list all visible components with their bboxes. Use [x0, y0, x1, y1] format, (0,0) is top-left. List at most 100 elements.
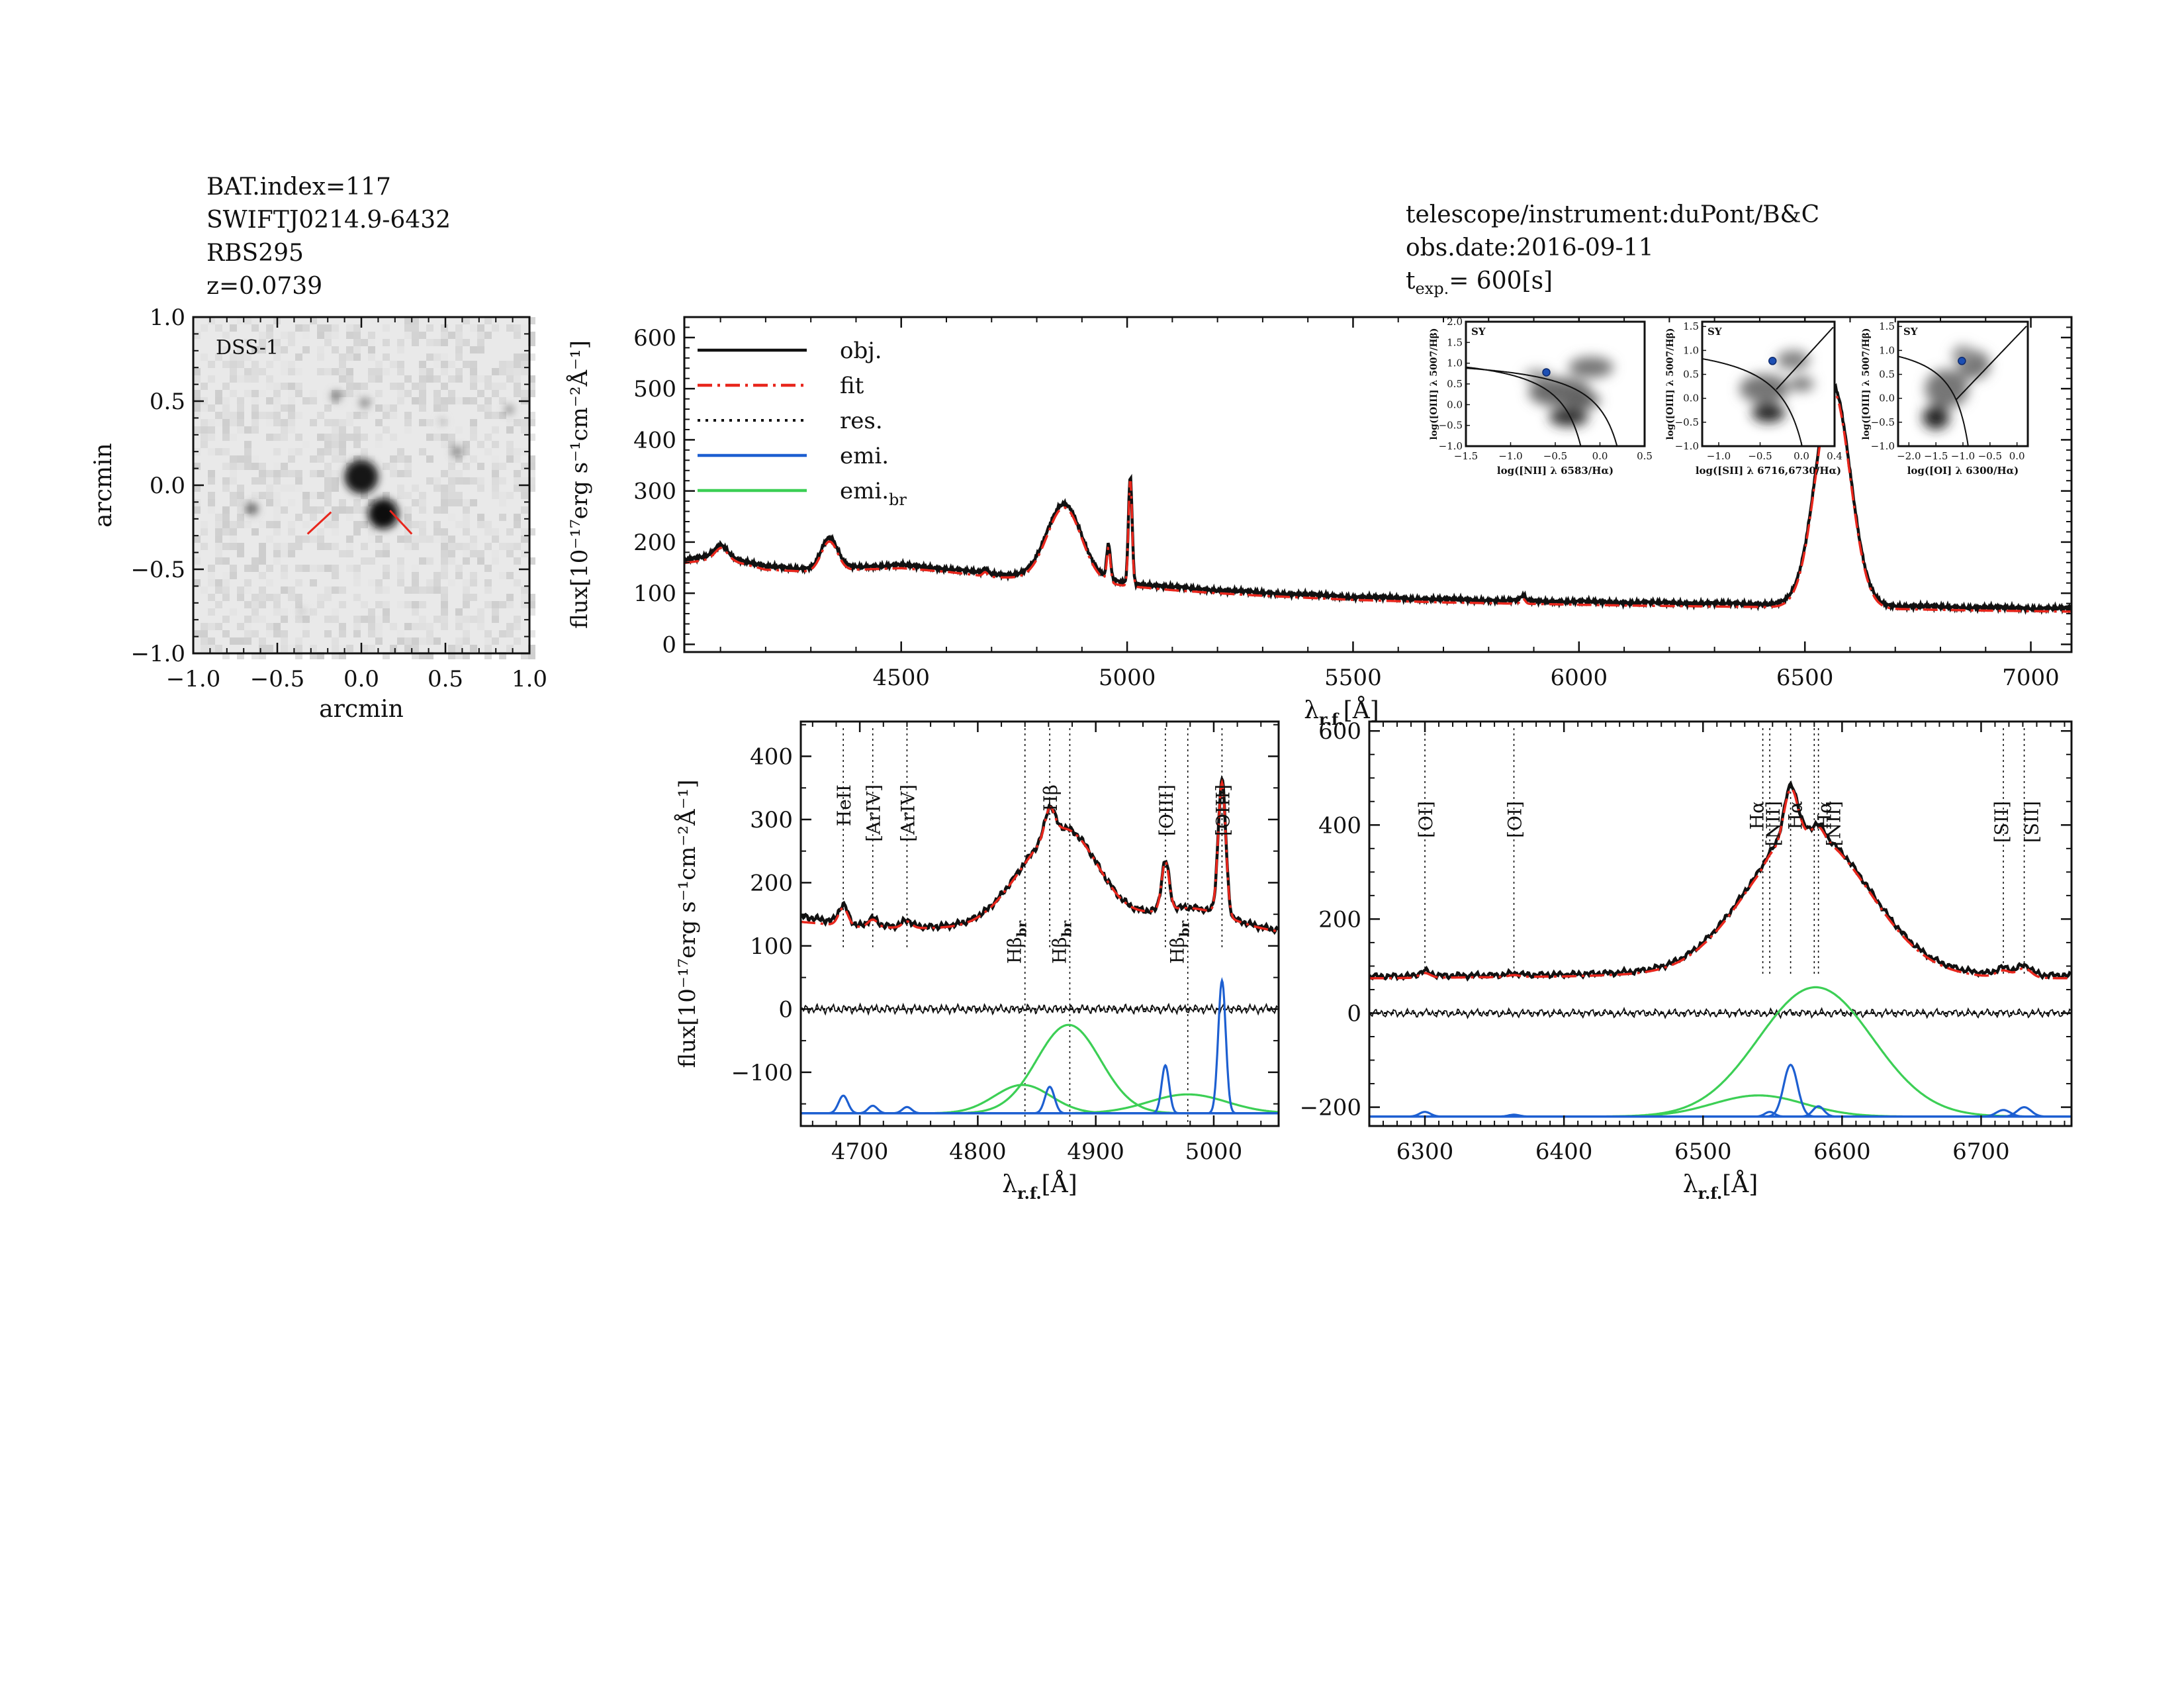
noise-pixel [477, 404, 484, 412]
noise-pixel [412, 608, 419, 616]
noise-pixel [506, 441, 514, 448]
noise-pixel [368, 579, 375, 586]
bat-index-label: BAT.index=117 [206, 173, 391, 201]
noise-pixel [222, 572, 230, 579]
x-tick-label: −1.0 [166, 666, 221, 692]
bpt-x-tick-label: 0.0 [1592, 450, 1608, 462]
noise-pixel [484, 579, 492, 586]
noise-pixel [201, 637, 208, 645]
noise-pixel [470, 543, 477, 550]
noise-pixel [251, 390, 259, 397]
noise-pixel [230, 572, 237, 579]
noise-pixel [499, 368, 506, 375]
noise-pixel [281, 645, 288, 652]
noise-pixel [390, 434, 397, 441]
y-tick-label: −1.0 [130, 641, 185, 667]
noise-pixel [477, 608, 484, 616]
noise-pixel [353, 623, 361, 630]
noise-pixel [514, 448, 521, 455]
noise-pixel [222, 630, 230, 637]
bpt-x-tick-label: −0.5 [1978, 450, 2002, 462]
noise-pixel [484, 652, 492, 659]
noise-pixel [375, 601, 383, 608]
noise-pixel [244, 499, 251, 506]
noise-pixel [201, 441, 208, 448]
noise-pixel [288, 499, 295, 506]
noise-pixel [419, 623, 426, 630]
x-tick-label: 6500 [1674, 1139, 1732, 1165]
noise-pixel [251, 565, 259, 572]
bpt-y-tick-label: −1.0 [1871, 440, 1895, 452]
noise-pixel [404, 514, 412, 521]
noise-pixel [455, 652, 463, 659]
noise-pixel [441, 572, 448, 579]
noise-pixel [237, 485, 244, 492]
noise-pixel [470, 361, 477, 368]
noise-pixel [397, 361, 404, 368]
bpt-y-tick-label: 0.0 [1447, 399, 1463, 410]
noise-pixel [448, 492, 455, 499]
bpt-y-tick-label: 1.5 [1879, 320, 1895, 332]
noise-pixel [281, 637, 288, 645]
noise-pixel [470, 383, 477, 390]
source-blob [331, 391, 341, 401]
noise-pixel [208, 375, 215, 383]
noise-pixel [404, 463, 412, 470]
legend-label-text: obj. [840, 338, 882, 364]
noise-pixel [419, 521, 426, 528]
noise-pixel [244, 353, 251, 361]
noise-pixel [324, 404, 332, 412]
noise-pixel [499, 397, 506, 404]
noise-pixel [237, 463, 244, 470]
noise-pixel [404, 375, 412, 383]
noise-pixel [353, 383, 361, 390]
noise-pixel [433, 572, 441, 579]
noise-pixel [404, 324, 412, 332]
noise-pixel [404, 645, 412, 652]
noise-pixel [201, 397, 208, 404]
noise-pixel [332, 521, 339, 528]
noise-pixel [353, 390, 361, 397]
noise-pixel [273, 470, 281, 477]
noise-pixel [266, 375, 273, 383]
noise-pixel [514, 616, 521, 623]
noise-pixel [193, 499, 201, 506]
noise-pixel [230, 339, 237, 346]
noise-pixel [514, 543, 521, 550]
noise-pixel [528, 470, 535, 477]
noise-pixel [332, 637, 339, 645]
noise-pixel [251, 361, 259, 368]
noise-pixel [273, 383, 281, 390]
noise-pixel [528, 652, 535, 659]
bpt-seyfert-liner-line [1956, 326, 2027, 400]
noise-pixel [463, 528, 470, 536]
noise-pixel [383, 339, 390, 346]
y-tick-label: 600 [1318, 718, 1361, 745]
noise-pixel [288, 448, 295, 455]
noise-pixel [528, 608, 535, 616]
noise-pixel [506, 324, 514, 332]
noise-pixel [375, 616, 383, 623]
bpt-y-tick-label: 0.0 [1879, 393, 1895, 404]
noise-pixel [506, 594, 514, 601]
noise-pixel [463, 550, 470, 557]
bpt-demarcation-curve [1702, 357, 1803, 446]
noise-pixel [310, 506, 317, 514]
noise-pixel [441, 383, 448, 390]
noise-pixel [390, 412, 397, 419]
noise-pixel [295, 536, 302, 543]
noise-pixel [484, 375, 492, 383]
noise-pixel [397, 579, 404, 586]
noise-pixel [317, 332, 324, 339]
noise-pixel [448, 514, 455, 521]
noise-pixel [375, 361, 383, 368]
noise-pixel [237, 543, 244, 550]
noise-pixel [514, 557, 521, 565]
noise-pixel [317, 492, 324, 499]
noise-pixel [324, 332, 332, 339]
noise-pixel [499, 361, 506, 368]
noise-pixel [390, 623, 397, 630]
noise-pixel [222, 448, 230, 455]
noise-pixel [317, 652, 324, 659]
noise-pixel [470, 550, 477, 557]
